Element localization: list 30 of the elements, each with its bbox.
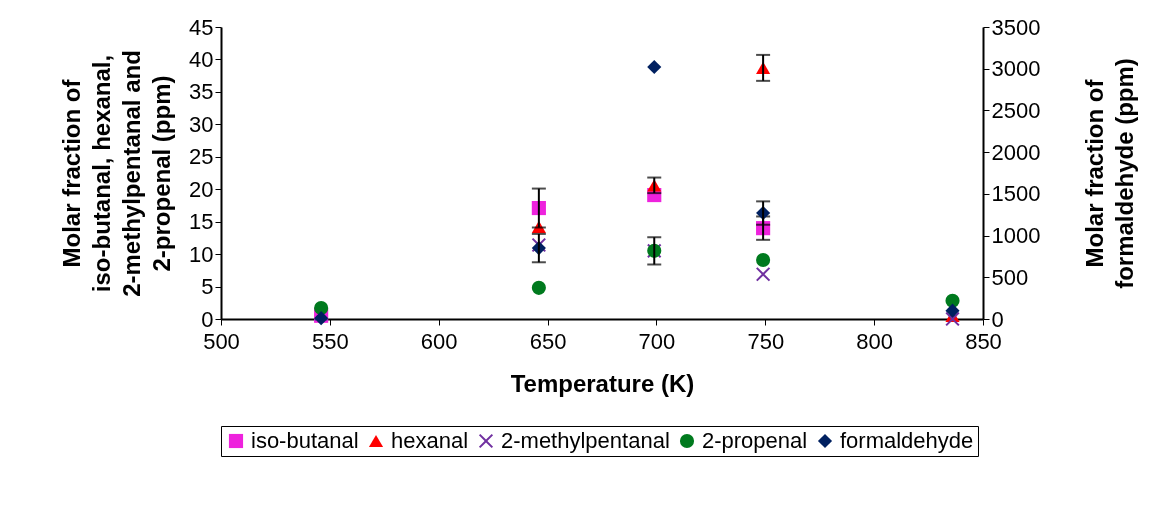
y-axis-title: Molar fraction of iso-butanal, hexanal, 2-methylpentanal and 2-propenal (ppm) <box>58 50 176 297</box>
y2-tick-label: 2500 <box>991 97 1041 123</box>
legend-label: formaldehyde <box>840 428 974 453</box>
y-tick-label: 25 <box>189 144 214 170</box>
y2-tick-label: 1500 <box>991 181 1041 207</box>
legend-label: hexanal <box>391 428 469 453</box>
y-tick-label: 10 <box>189 241 214 267</box>
x-tick-label: 700 <box>638 328 676 354</box>
x-tick-label: 650 <box>529 328 567 354</box>
y2-axis-title: Molar fraction of formaldehyde (ppm) <box>1081 58 1139 289</box>
y-tick-label: 40 <box>189 46 214 72</box>
y2-tick-label: 2000 <box>991 139 1041 165</box>
legend-label: iso-butanal <box>251 428 359 453</box>
y-tick-label: 35 <box>189 79 214 105</box>
y-tick-label: 5 <box>201 274 214 300</box>
y2-tick-label: 1000 <box>991 223 1041 249</box>
y2-tick-label: 3500 <box>991 14 1041 40</box>
x-tick-label: 550 <box>312 328 349 354</box>
y2-tick-label: 3000 <box>991 56 1041 82</box>
x-tick-label: 600 <box>420 328 458 354</box>
y-tick-label: 20 <box>189 176 214 202</box>
x-axis-title: Temperature (K) <box>510 369 695 397</box>
y-tick-label: 45 <box>189 14 214 40</box>
y-tick-label: 15 <box>189 209 214 235</box>
y-tick-label: 30 <box>189 111 214 137</box>
legend-label: 2-propenal <box>702 428 808 453</box>
y2-tick-label: 500 <box>991 264 1029 290</box>
legend-label: 2-methylpentanal <box>501 428 670 453</box>
x-tick-label: 750 <box>747 328 785 354</box>
x-tick-label: 800 <box>856 328 893 354</box>
